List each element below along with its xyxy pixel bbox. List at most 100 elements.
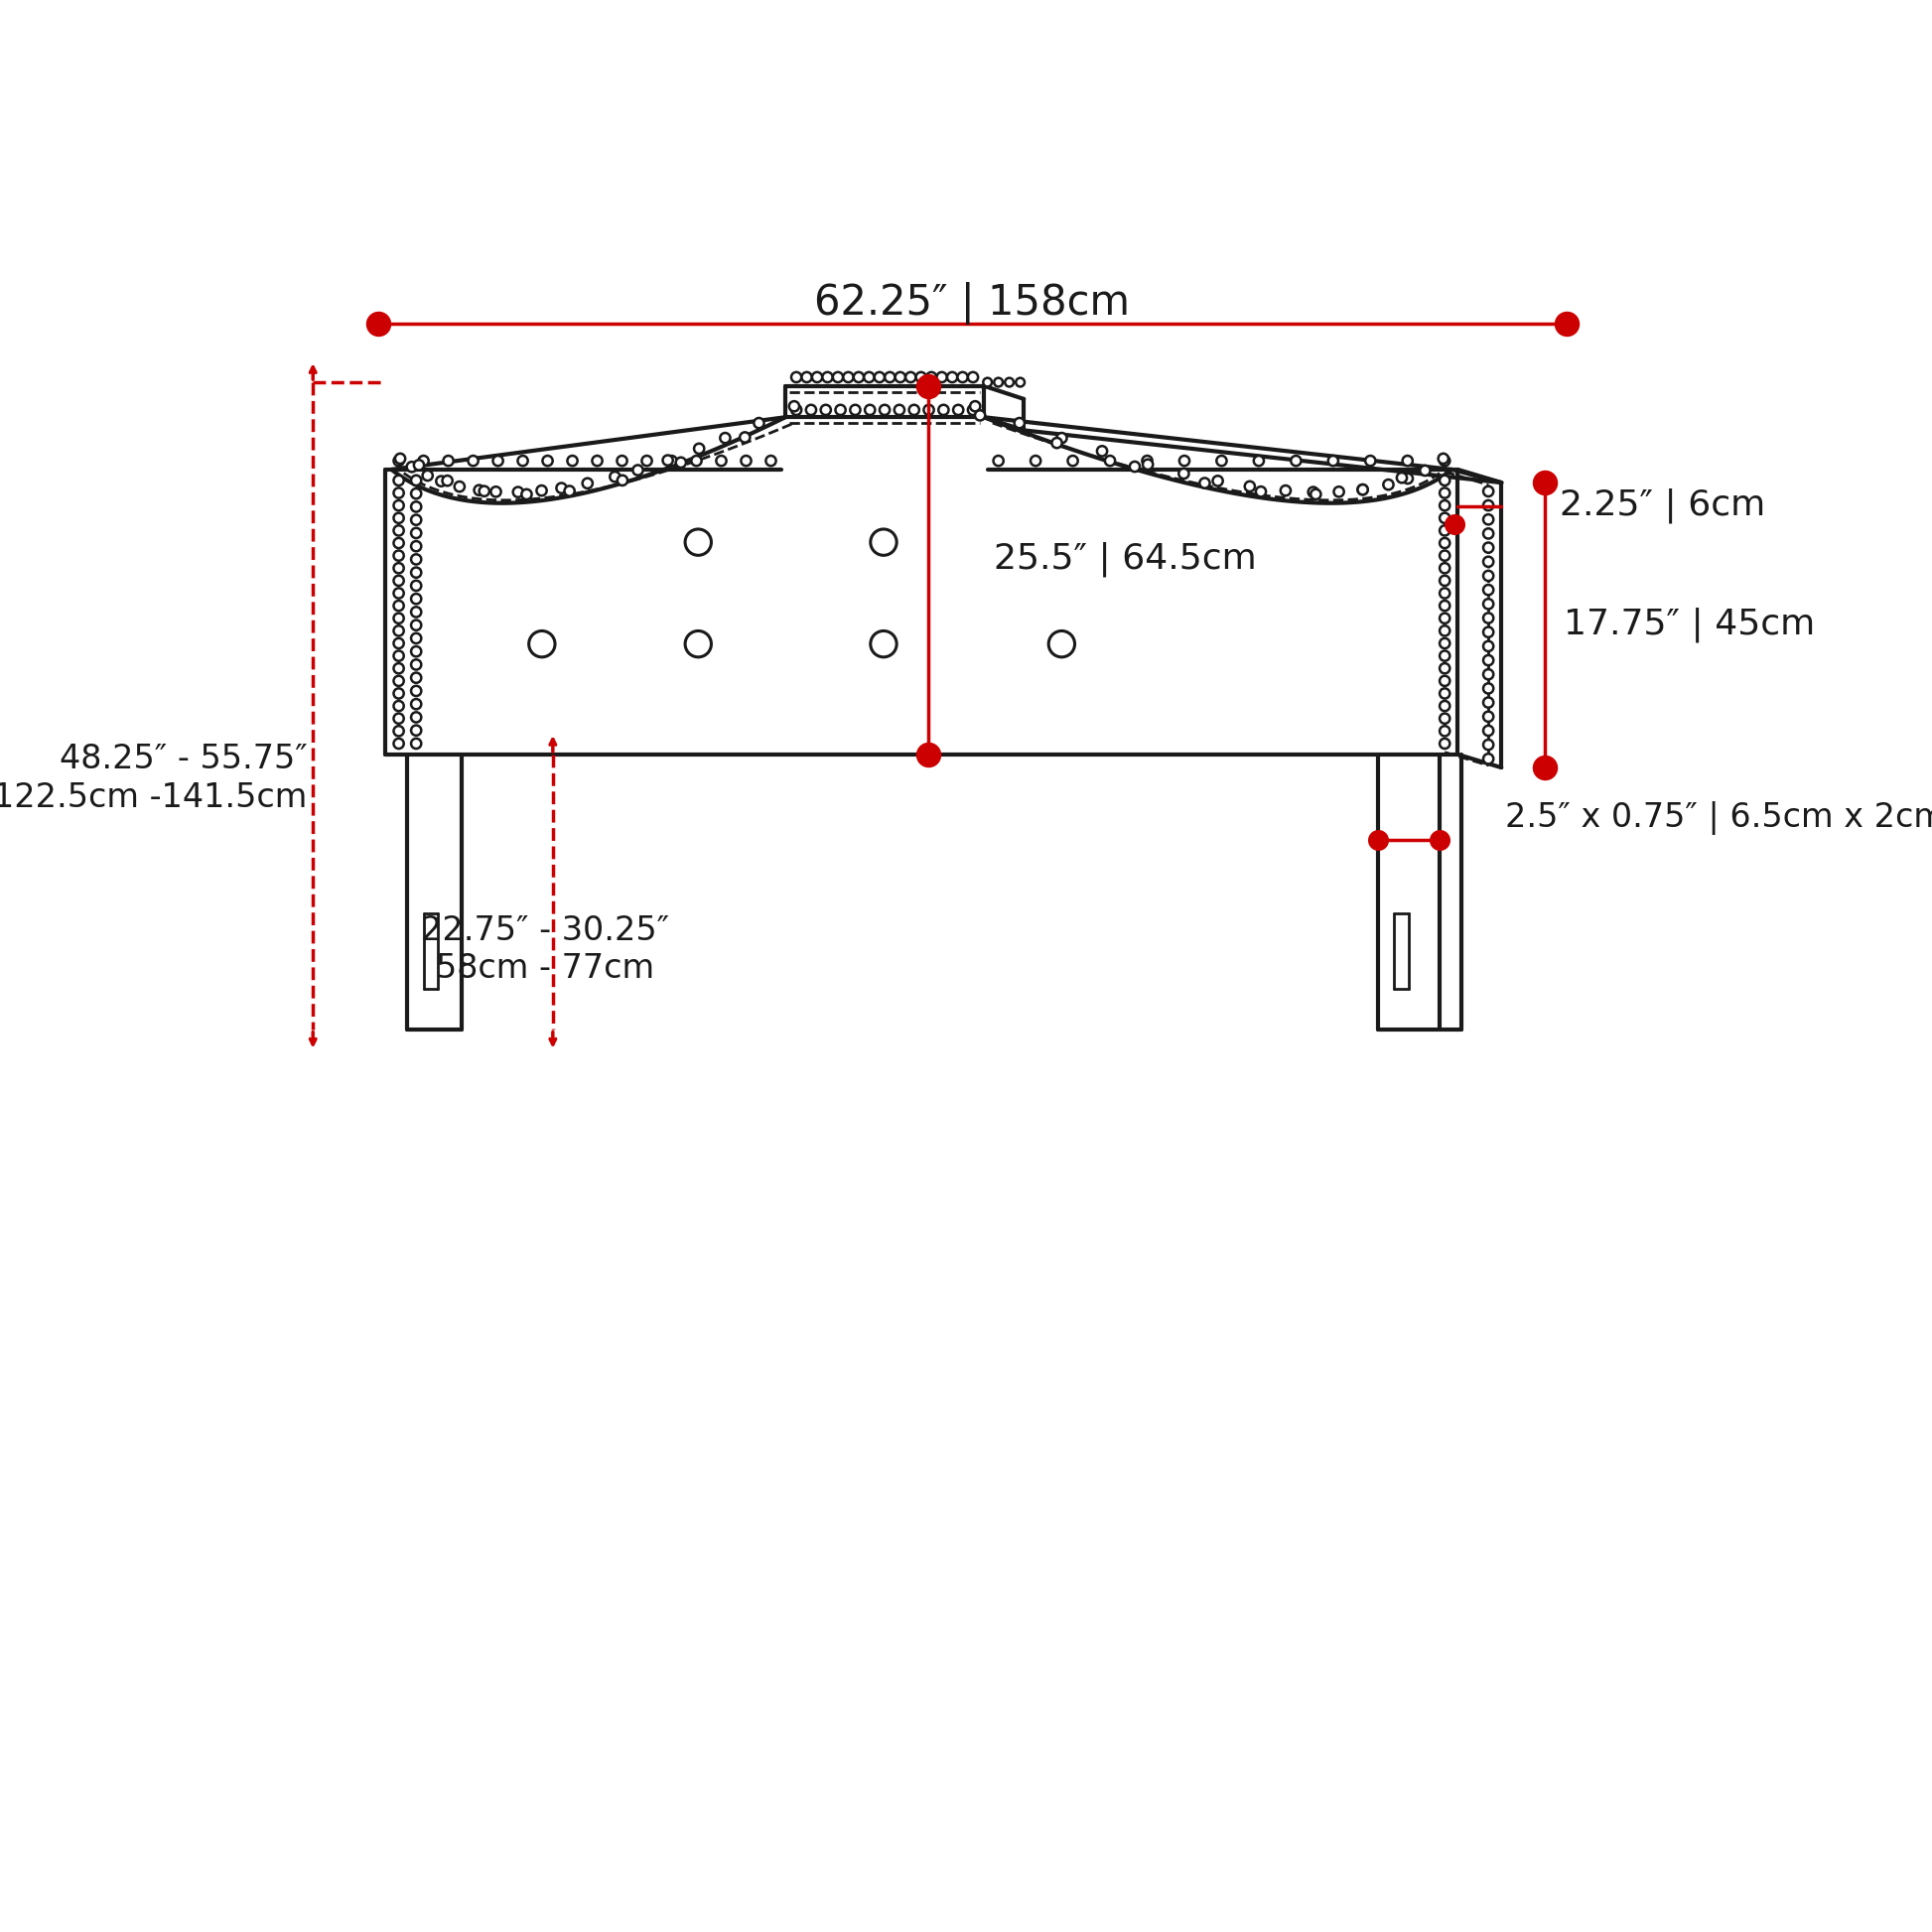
Circle shape [1484, 556, 1493, 566]
Circle shape [1068, 456, 1078, 466]
Point [1530, 468, 1561, 498]
Circle shape [1327, 456, 1339, 466]
Circle shape [1484, 753, 1493, 763]
Point [1362, 825, 1393, 856]
Circle shape [1439, 688, 1449, 699]
Circle shape [667, 456, 676, 466]
Circle shape [394, 512, 404, 524]
Circle shape [1484, 628, 1493, 638]
Circle shape [1142, 456, 1151, 466]
Circle shape [394, 626, 404, 636]
Circle shape [866, 406, 875, 415]
Circle shape [1049, 632, 1074, 657]
Circle shape [835, 406, 846, 415]
Circle shape [1397, 473, 1406, 483]
Circle shape [1244, 481, 1256, 491]
Circle shape [968, 373, 978, 383]
Circle shape [694, 444, 703, 454]
Circle shape [412, 699, 421, 709]
Circle shape [1484, 514, 1493, 526]
Circle shape [1057, 433, 1066, 442]
Circle shape [937, 373, 947, 383]
Point [914, 371, 945, 402]
Circle shape [1403, 473, 1412, 483]
Circle shape [833, 373, 842, 383]
Circle shape [1200, 477, 1209, 489]
Circle shape [412, 489, 421, 498]
Circle shape [1254, 456, 1264, 466]
Circle shape [1142, 460, 1153, 469]
Circle shape [1439, 587, 1449, 599]
Circle shape [1130, 462, 1140, 471]
Circle shape [518, 456, 527, 466]
Circle shape [412, 620, 421, 630]
Circle shape [1420, 466, 1430, 475]
Circle shape [879, 406, 891, 415]
Circle shape [1439, 651, 1449, 661]
Circle shape [1439, 738, 1449, 750]
Circle shape [442, 475, 452, 485]
Circle shape [394, 456, 404, 466]
Circle shape [906, 373, 916, 383]
Circle shape [875, 373, 885, 383]
Circle shape [1439, 512, 1449, 524]
Circle shape [1016, 379, 1024, 386]
Circle shape [740, 433, 750, 442]
Circle shape [537, 485, 547, 497]
Circle shape [1484, 641, 1493, 651]
Circle shape [412, 568, 421, 578]
Circle shape [802, 373, 811, 383]
Circle shape [412, 514, 421, 526]
Circle shape [765, 456, 777, 466]
Circle shape [970, 402, 980, 412]
Circle shape [1484, 543, 1493, 553]
Circle shape [788, 402, 800, 412]
Circle shape [394, 612, 404, 624]
Circle shape [394, 651, 404, 661]
Circle shape [1439, 576, 1449, 585]
Circle shape [993, 456, 1003, 466]
Circle shape [885, 373, 895, 383]
Circle shape [895, 373, 906, 383]
Circle shape [419, 456, 429, 466]
Circle shape [1484, 711, 1493, 723]
Circle shape [1439, 475, 1449, 485]
Point [914, 740, 945, 771]
Circle shape [394, 688, 404, 699]
Circle shape [556, 483, 566, 493]
Circle shape [412, 582, 421, 591]
Circle shape [1484, 684, 1493, 694]
Circle shape [871, 632, 896, 657]
Circle shape [1333, 487, 1345, 497]
Circle shape [871, 529, 896, 554]
Circle shape [413, 460, 423, 469]
Circle shape [895, 406, 904, 415]
Circle shape [1484, 740, 1493, 750]
Circle shape [611, 471, 620, 481]
Circle shape [1439, 526, 1449, 535]
Circle shape [394, 713, 404, 724]
Circle shape [442, 456, 454, 466]
Circle shape [394, 587, 404, 599]
Circle shape [412, 634, 421, 643]
Circle shape [717, 456, 726, 466]
Circle shape [394, 500, 404, 510]
Circle shape [1256, 487, 1265, 497]
Circle shape [1217, 456, 1227, 466]
Circle shape [394, 562, 404, 574]
Circle shape [1179, 468, 1188, 479]
Circle shape [641, 456, 651, 466]
Circle shape [854, 373, 864, 383]
Circle shape [792, 373, 802, 383]
Circle shape [394, 638, 404, 649]
Circle shape [1383, 479, 1393, 489]
Circle shape [1014, 417, 1024, 429]
Circle shape [408, 462, 417, 471]
Circle shape [1439, 701, 1449, 711]
Circle shape [412, 713, 421, 723]
Circle shape [394, 601, 404, 611]
Circle shape [1051, 439, 1063, 448]
Circle shape [394, 475, 404, 485]
Circle shape [1439, 626, 1449, 636]
Circle shape [976, 410, 985, 421]
